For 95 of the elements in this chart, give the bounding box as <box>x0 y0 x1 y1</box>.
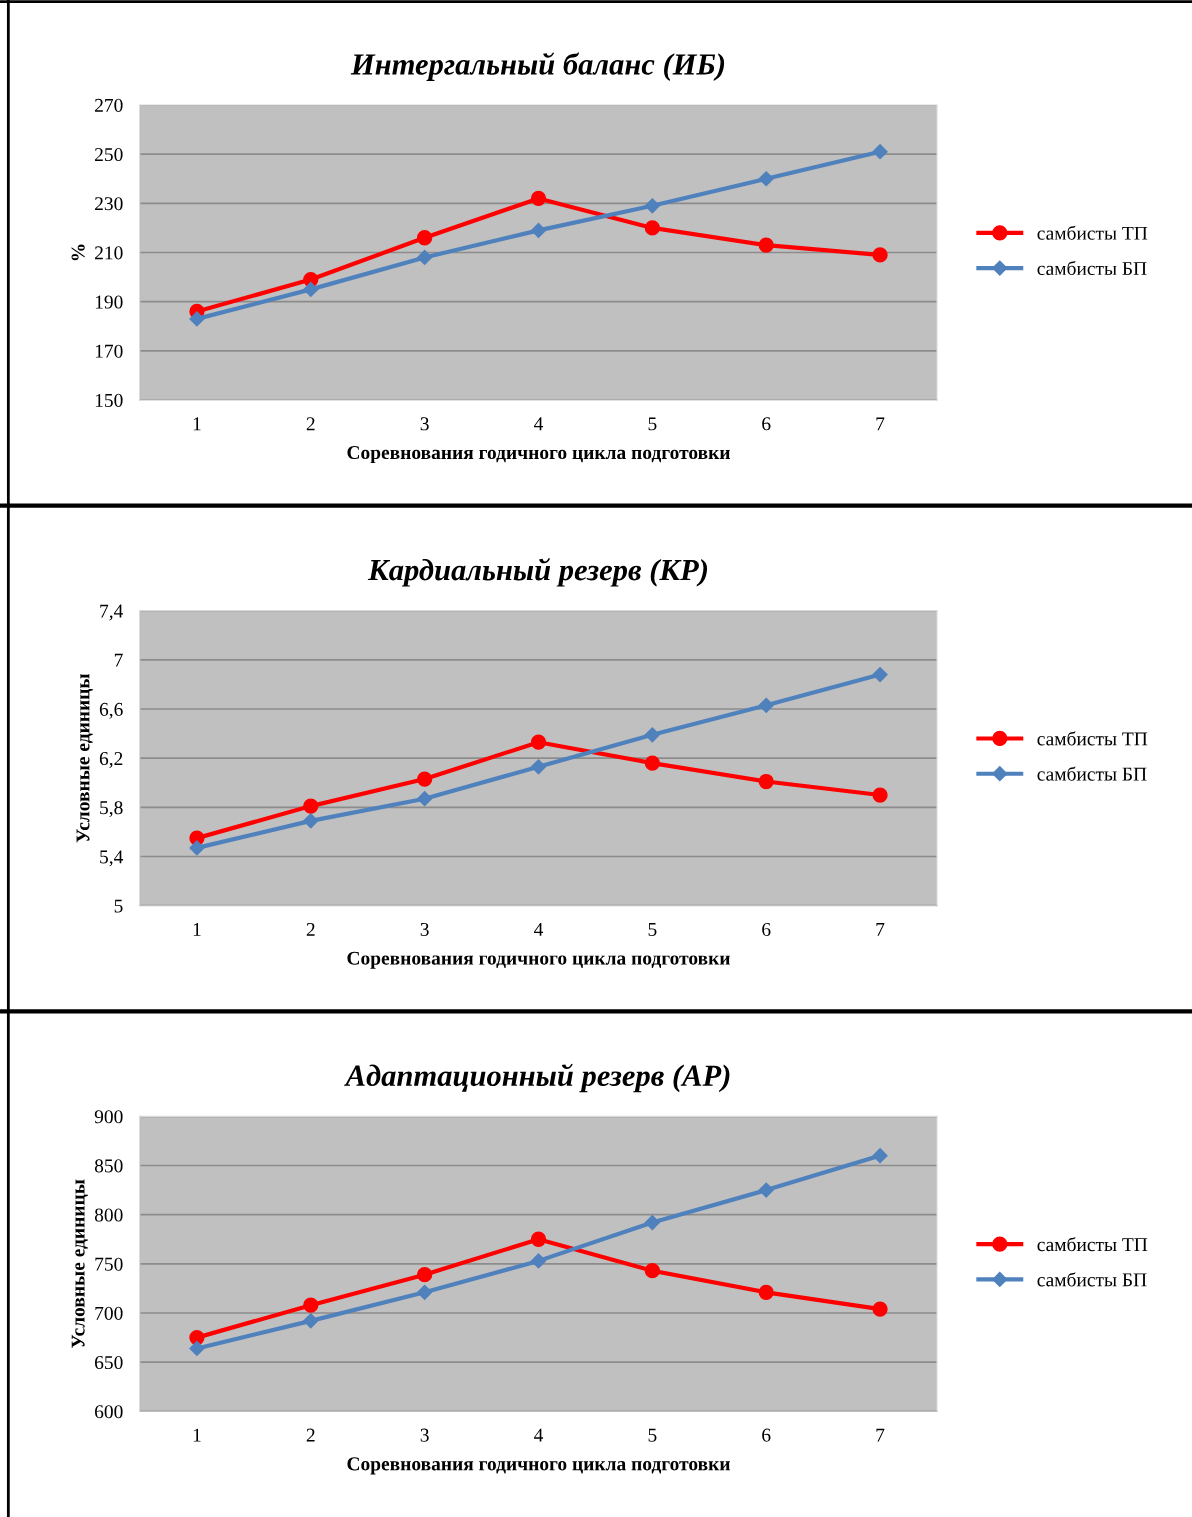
x-tick-label: 7 <box>876 1428 885 1442</box>
y-tick-label: 6,2 <box>99 752 123 768</box>
chart-title: Адаптационный резерв (АР) <box>344 1063 730 1093</box>
point <box>644 220 660 236</box>
point <box>417 1284 433 1300</box>
point <box>417 791 433 807</box>
y-tick-label: 190 <box>95 295 123 309</box>
x-tick-label: 6 <box>762 1428 771 1442</box>
x-tick-label: 1 <box>193 922 201 936</box>
legend-label: самбисты ТП <box>1037 1237 1148 1252</box>
chart-title: Кардиальный резерв (КР) <box>367 558 708 587</box>
y-tick-label: 210 <box>95 246 123 260</box>
point <box>644 727 660 743</box>
point <box>758 171 774 187</box>
legend-label: самбисты БП <box>1037 260 1147 276</box>
point <box>189 311 205 327</box>
x-tick-label: 1 <box>193 417 201 431</box>
point <box>872 1148 888 1164</box>
point <box>644 755 660 771</box>
x-tick-label: 2 <box>306 1428 315 1442</box>
point <box>872 247 888 263</box>
y-tick-label: 800 <box>94 1208 123 1222</box>
legend-label: самбисты БП <box>1037 1272 1147 1287</box>
x-axis-title: Соревнования годичного цикла подготовки <box>347 951 731 969</box>
point <box>417 249 433 265</box>
y-tick-label: 7,4 <box>100 604 124 621</box>
y-tick-label: 850 <box>94 1159 123 1173</box>
chart-title: Интергальный баланс (ИБ) <box>350 52 725 81</box>
x-axis-title: Соревнования годичного цикла подготовки <box>347 446 731 464</box>
point <box>872 144 888 160</box>
y-tick-label: 750 <box>95 1257 123 1271</box>
point <box>530 1253 547 1269</box>
point <box>189 1340 205 1356</box>
x-tick-label: 6 <box>762 417 771 431</box>
point <box>303 281 319 297</box>
point <box>644 1214 660 1231</box>
legend-label: самбисты ТП <box>1037 731 1148 746</box>
y-tick-label: 5,4 <box>100 850 124 867</box>
x-axis-title: Соревнования годичного цикла подготовки <box>347 1457 731 1475</box>
x-tick-label: 2 <box>306 922 315 936</box>
point <box>644 198 660 214</box>
x-tick-label: 5 <box>648 1428 657 1442</box>
point <box>530 190 547 207</box>
x-tick-label: 2 <box>306 417 315 431</box>
y-tick-label: 5,8 <box>100 801 123 818</box>
point <box>417 230 433 246</box>
x-tick-label: 6 <box>762 922 771 937</box>
point <box>758 1284 774 1300</box>
y-tick-label: 900 <box>94 1110 123 1124</box>
y-tick-label: 270 <box>95 98 123 112</box>
x-tick-label: 3 <box>420 1428 429 1442</box>
x-tick-label: 3 <box>420 417 429 431</box>
point <box>303 798 319 814</box>
point <box>530 1231 547 1247</box>
x-tick-label: 5 <box>648 923 657 937</box>
x-tick-label: 1 <box>193 1428 201 1442</box>
point <box>530 222 547 238</box>
point <box>417 771 433 787</box>
x-tick-label: 4 <box>534 417 544 431</box>
point <box>758 773 774 790</box>
point <box>530 759 547 775</box>
point <box>872 1301 888 1317</box>
point <box>303 1313 319 1329</box>
point <box>872 667 888 683</box>
y-tick-label: 250 <box>95 147 123 162</box>
legend-label: самбисты БП <box>1037 766 1147 781</box>
y-tick-label: 5 <box>114 899 123 913</box>
point <box>758 1182 774 1198</box>
point <box>872 787 888 803</box>
y-axis-title: % <box>71 244 85 261</box>
y-axis-title: Условные единицы <box>71 1179 88 1349</box>
x-tick-label: 5 <box>648 417 657 431</box>
y-tick-label: 700 <box>95 1306 123 1320</box>
y-tick-label: 7 <box>114 653 123 667</box>
point <box>303 1297 319 1313</box>
point <box>303 813 319 829</box>
point <box>758 697 774 713</box>
point <box>189 840 205 856</box>
y-tick-label: 230 <box>95 197 123 211</box>
x-tick-label: 7 <box>876 417 885 431</box>
y-tick-label: 150 <box>95 393 123 407</box>
point <box>758 237 774 253</box>
x-tick-label: 3 <box>420 922 429 937</box>
y-tick-label: 650 <box>95 1355 123 1370</box>
point <box>530 734 547 750</box>
x-tick-label: 4 <box>534 923 544 936</box>
y-tick-label: 600 <box>95 1405 123 1419</box>
point <box>417 1267 433 1283</box>
point <box>644 1263 660 1279</box>
y-axis-title: Условные единицы <box>76 673 93 843</box>
y-tick-label: 170 <box>95 344 123 358</box>
y-tick-label: 6,6 <box>99 702 123 719</box>
x-tick-label: 4 <box>534 1428 544 1442</box>
x-tick-label: 7 <box>876 923 885 936</box>
legend-label: самбисты ТП <box>1037 225 1148 240</box>
